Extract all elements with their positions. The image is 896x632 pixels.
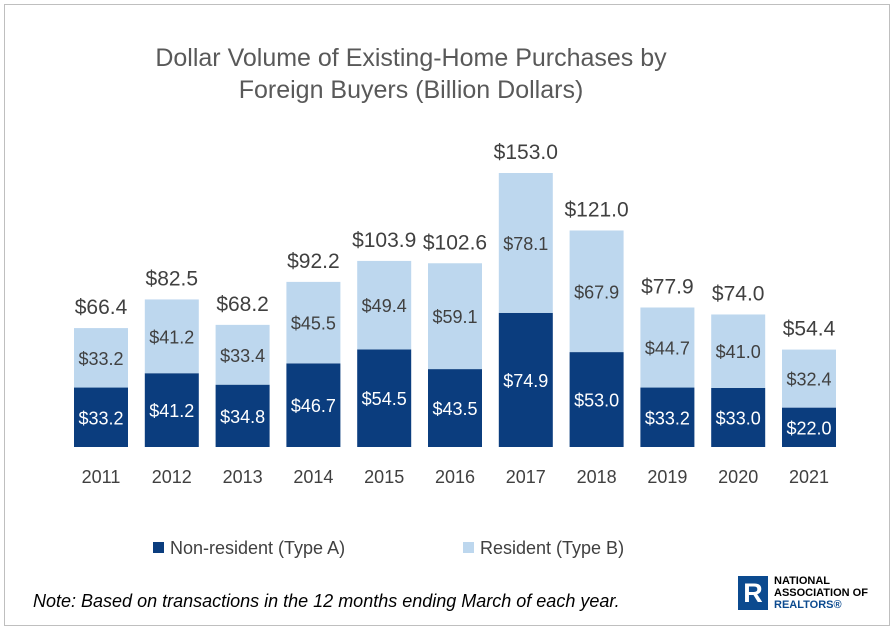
bar-resident-2016 <box>428 263 482 370</box>
x-tick-2018: 2018 <box>577 467 617 487</box>
bar-nonresident-2016 <box>428 369 482 447</box>
legend-swatch-nonresident <box>153 542 164 553</box>
label-nonresident-2013: $34.8 <box>220 407 265 427</box>
x-tick-2016: 2016 <box>435 467 475 487</box>
chart-svg: Dollar Volume of Existing-Home Purchases… <box>74 44 836 558</box>
bars-group: $33.2 $33.2 $66.4 $41.2 $41.2 $82.5 $34.8 $33.4… <box>74 141 836 447</box>
bar-nonresident-2019 <box>640 387 695 447</box>
bar-resident-2017 <box>498 173 553 313</box>
logo-mark-letter: R <box>743 577 763 608</box>
label-total-2017: $153.0 <box>494 141 558 164</box>
chart-title-line-1: Dollar Volume of Existing-Home Purchases… <box>155 44 667 72</box>
bar-nonresident-2020 <box>711 387 766 447</box>
chart-title-line-2: Foreign Buyers (Billion Dollars) <box>239 76 584 104</box>
x-tick-2021: 2021 <box>789 467 829 487</box>
legend-label-resident: Resident (Type B) <box>480 538 624 558</box>
label-nonresident-2021: $22.0 <box>786 418 831 438</box>
label-nonresident-2017: $74.9 <box>503 371 548 391</box>
chart-title: Dollar Volume of Existing-Home Purchases… <box>155 44 667 104</box>
bar-resident-2011 <box>74 328 128 388</box>
bar-nonresident-2021 <box>782 407 836 447</box>
label-total-2019: $77.9 <box>641 275 694 298</box>
label-resident-2013: $33.4 <box>220 346 265 366</box>
nar-logo: R NATIONAL ASSOCIATION OF REALTORS® <box>738 575 868 611</box>
label-total-2012: $82.5 <box>146 267 199 290</box>
x-axis-ticks: 2011 2012 2013 2014 2015 2016 2017 2018 2019 2020… <box>82 467 829 487</box>
legend: Non-resident (Type A) Resident (Type B) <box>153 538 624 558</box>
bar-resident-2012 <box>144 299 199 374</box>
logo-line-3: REALTORS® <box>774 599 842 611</box>
label-nonresident-2014: $46.7 <box>291 396 336 416</box>
label-nonresident-2012: $41.2 <box>149 401 194 421</box>
x-tick-2011: 2011 <box>82 467 121 487</box>
bar-nonresident-2012 <box>144 373 199 447</box>
bar-resident-2019 <box>640 307 695 388</box>
label-resident-2015: $49.4 <box>362 296 407 316</box>
logo-line-1: NATIONAL <box>774 575 831 587</box>
bar-resident-2018 <box>569 230 624 353</box>
bar-nonresident-2014 <box>286 363 341 447</box>
x-tick-2015: 2015 <box>364 467 404 487</box>
bar-resident-2014 <box>286 281 341 364</box>
label-total-2020: $74.0 <box>712 282 765 305</box>
bar-resident-2013 <box>215 324 270 385</box>
bar-resident-2021 <box>782 349 836 408</box>
label-resident-2018: $67.9 <box>574 282 619 302</box>
label-total-2015: $103.9 <box>352 229 416 252</box>
label-resident-2019: $44.7 <box>645 339 690 359</box>
x-tick-2017: 2017 <box>506 467 546 487</box>
label-total-2016: $102.6 <box>423 231 487 254</box>
logo-wordmark: NATIONAL ASSOCIATION OF REALTORS® <box>774 575 868 611</box>
chart-frame: Dollar Volume of Existing-Home Purchases… <box>4 4 890 626</box>
label-resident-2012: $41.2 <box>149 327 194 347</box>
label-resident-2017: $78.1 <box>503 234 548 254</box>
x-tick-2019: 2019 <box>647 467 687 487</box>
label-nonresident-2019: $33.2 <box>645 408 690 428</box>
realtor-r-icon: R <box>738 576 768 610</box>
label-nonresident-2020: $33.0 <box>716 408 761 428</box>
label-resident-2014: $45.5 <box>291 314 336 334</box>
label-nonresident-2018: $53.0 <box>574 391 619 411</box>
label-resident-2011: $33.2 <box>78 349 123 369</box>
logo-line-2: ASSOCIATION OF <box>774 587 868 599</box>
label-total-2013: $68.2 <box>216 293 269 316</box>
label-total-2011: $66.4 <box>75 296 128 319</box>
label-total-2014: $92.2 <box>287 250 340 273</box>
bar-nonresident-2018 <box>569 352 624 447</box>
x-tick-2020: 2020 <box>718 467 758 487</box>
label-resident-2016: $59.1 <box>432 307 477 327</box>
legend-label-nonresident: Non-resident (Type A) <box>170 538 345 558</box>
bar-nonresident-2017 <box>498 312 553 447</box>
bar-nonresident-2011 <box>74 387 128 447</box>
label-nonresident-2016: $43.5 <box>432 399 477 419</box>
x-tick-2013: 2013 <box>223 467 263 487</box>
label-nonresident-2015: $54.5 <box>362 389 407 409</box>
bar-nonresident-2013 <box>215 384 270 447</box>
bar-resident-2020 <box>711 314 766 388</box>
label-resident-2021: $32.4 <box>786 370 831 390</box>
label-nonresident-2011: $33.2 <box>78 408 123 428</box>
x-tick-2014: 2014 <box>293 467 333 487</box>
footnote: Note: Based on transactions in the 12 mo… <box>33 591 620 611</box>
label-resident-2020: $41.0 <box>716 342 761 362</box>
label-total-2018: $121.0 <box>564 198 628 221</box>
legend-swatch-resident <box>463 542 474 553</box>
x-tick-2012: 2012 <box>152 467 192 487</box>
label-total-2021: $54.4 <box>783 318 836 341</box>
bar-nonresident-2015 <box>357 349 412 447</box>
bar-resident-2015 <box>357 260 412 350</box>
